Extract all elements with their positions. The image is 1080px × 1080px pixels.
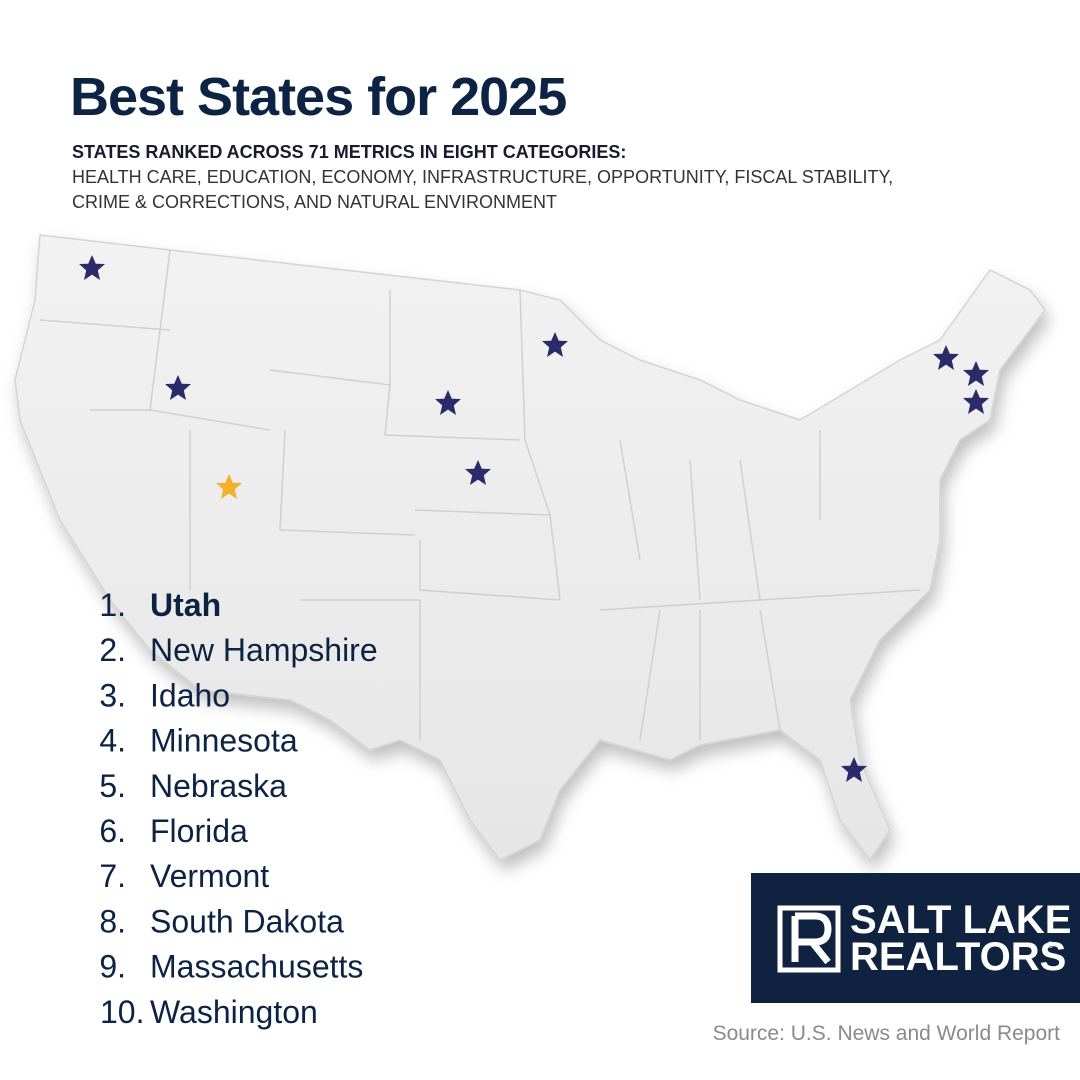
rank-number: 4. bbox=[99, 723, 126, 759]
state-name: South Dakota bbox=[150, 903, 344, 939]
us-map bbox=[14, 234, 1046, 862]
state-name: Vermont bbox=[150, 858, 269, 894]
rank-number: 8. bbox=[99, 903, 126, 939]
logo-icon bbox=[777, 905, 841, 973]
logo-box bbox=[751, 873, 1080, 1003]
state-name: Florida bbox=[150, 813, 248, 849]
logo-text: REALTORS bbox=[850, 935, 1066, 979]
state-name: Nebraska bbox=[150, 768, 287, 804]
rank-number: 10. bbox=[100, 994, 144, 1030]
logo-text: SALT LAKE bbox=[850, 898, 1071, 942]
state-name: Massachusetts bbox=[150, 949, 363, 985]
title: Best States for 2025 bbox=[70, 67, 566, 127]
rank-number: 9. bbox=[99, 949, 126, 985]
state-name: New Hampshire bbox=[150, 632, 378, 668]
categories-text: CRIME & CORRECTIONS, AND NATURAL ENVIRON… bbox=[72, 192, 557, 212]
state-name: Idaho bbox=[150, 677, 230, 713]
logo-registered: ® bbox=[1047, 940, 1054, 950]
state-name: Minnesota bbox=[150, 723, 298, 759]
state-borders bbox=[39, 249, 921, 741]
source: Source: U.S. News and World Report bbox=[713, 1022, 1061, 1045]
rank-number: 7. bbox=[99, 858, 126, 894]
rank-number: 1. bbox=[99, 587, 126, 623]
state-name: Washington bbox=[150, 994, 318, 1030]
rank-number: 6. bbox=[99, 813, 126, 849]
ranking-list: 1. Utah 2. New Hampshire 3. Idaho 4. Minnesota 5… bbox=[99, 587, 377, 1030]
subtitle: STATES RANKED ACROSS 71 METRICS IN EIGHT… bbox=[72, 142, 626, 162]
rank-number: 3. bbox=[99, 677, 126, 713]
rank-number: 2. bbox=[99, 632, 126, 668]
categories-text: HEALTH CARE, EDUCATION, ECONOMY, INFRAST… bbox=[72, 167, 893, 187]
rank-number: 5. bbox=[99, 768, 126, 804]
state-name: Utah bbox=[150, 587, 221, 623]
